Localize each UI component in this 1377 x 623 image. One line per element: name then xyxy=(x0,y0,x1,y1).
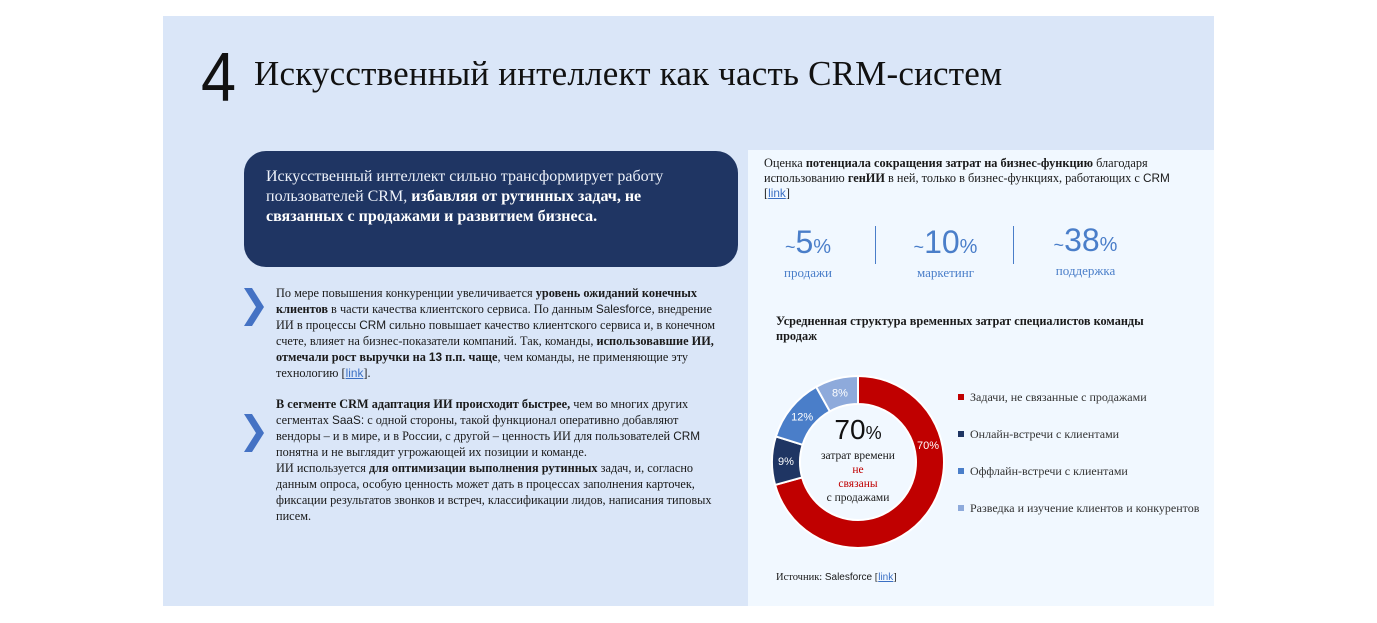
donut-center-label: 70% затрат времени не связаны с продажам… xyxy=(821,414,895,504)
legend-item: Задачи, не связанные с продажами xyxy=(958,390,1218,404)
legend-swatch-icon xyxy=(958,468,964,474)
stat-divider xyxy=(875,226,876,264)
donut-slice xyxy=(773,374,945,549)
chart-title: Усредненная структура временных затрат с… xyxy=(776,314,1144,343)
stat-marketing: ~10% маркетинг xyxy=(913,224,978,280)
legend-item: Онлайн-встречи с клиентами xyxy=(958,427,1218,441)
header-source-link[interactable]: link xyxy=(768,186,786,200)
slice-label: 12% xyxy=(791,412,813,424)
slice-label: 8% xyxy=(832,387,848,399)
legend-item: Оффлайн-встречи с клиентами xyxy=(958,464,1218,478)
legend-swatch-icon xyxy=(958,505,964,511)
slide: 4 Искусственный интеллект как часть CRM-… xyxy=(163,16,1214,606)
slice-label: 70% xyxy=(917,440,939,452)
stat-sales: ~5% продажи xyxy=(784,224,832,280)
donut-slice xyxy=(814,374,859,413)
stat-divider xyxy=(1013,226,1014,264)
legend-swatch-icon xyxy=(958,431,964,437)
cost-reduction-header: Оценка потенциала сокращения затрат на б… xyxy=(764,156,1170,200)
chart-source: Источник: Salesforce [link] xyxy=(776,572,897,583)
callout-bold-text: избавляя от рутинных задач, не связанных… xyxy=(266,188,642,225)
right-panel: Оценка потенциала сокращения затрат на б… xyxy=(748,150,1214,606)
callout-box: Искусственный интеллект сильно трансформ… xyxy=(244,151,738,267)
legend-swatch-icon xyxy=(958,394,964,400)
chevron-right-icon xyxy=(244,288,264,326)
slice-label: 9% xyxy=(778,456,794,468)
bullet-1-text: По мере повышения конкуренции увеличивае… xyxy=(276,286,716,380)
bullet-2-text: В сегменте CRM адаптация ИИ происходит б… xyxy=(276,397,712,523)
stat-support: ~38% поддержка xyxy=(1053,222,1118,278)
source-link[interactable]: link xyxy=(345,366,364,380)
legend-item: Разведка и изучение клиентов и конкурент… xyxy=(958,501,1218,515)
donut-svg: 70% 9% 12% 8% xyxy=(771,374,945,549)
donut-chart: 70% 9% 12% 8% 70% затрат времени не связаны… xyxy=(768,372,948,552)
chart-source-link[interactable]: link xyxy=(878,572,894,583)
slide-title: Искусственный интеллект как часть CRM-си… xyxy=(254,54,1003,93)
slide-number: 4 xyxy=(201,38,237,116)
chevron-right-icon xyxy=(244,414,264,452)
callout-text: Искусственный интеллект сильно трансформ… xyxy=(266,168,664,205)
